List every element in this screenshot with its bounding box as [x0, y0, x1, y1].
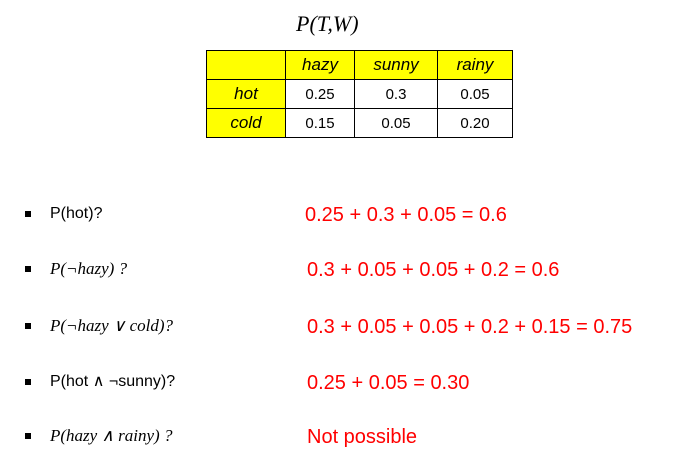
cell-hot-rainy: 0.05	[437, 79, 513, 109]
column-header-hazy: hazy	[285, 50, 355, 80]
answer-text: 0.3 + 0.05 + 0.05 + 0.2 + 0.15 = 0.75	[307, 316, 633, 338]
cell-cold-sunny: 0.05	[354, 108, 438, 138]
cell-hot-hazy: 0.25	[285, 79, 355, 109]
question-item: P(hazy ∧ rainy) ? Not possible	[0, 422, 695, 454]
answer-text: 0.25 + 0.3 + 0.05 = 0.6	[305, 204, 507, 226]
question-text: P(hazy ∧ rainy) ?	[50, 426, 173, 445]
bullet-icon	[25, 266, 31, 272]
answer-text: 0.3 + 0.05 + 0.05 + 0.2 = 0.6	[307, 259, 560, 281]
bullet-icon	[25, 433, 31, 439]
cell-cold-hazy: 0.15	[285, 108, 355, 138]
table-corner-cell	[206, 50, 286, 80]
row-header-hot: hot	[206, 79, 286, 109]
table-title: P(T,W)	[296, 11, 359, 36]
table-row-hot: hot 0.25 0.3 0.05	[206, 79, 513, 109]
row-header-cold: cold	[206, 108, 286, 138]
question-text: P(hot)?	[50, 205, 103, 222]
bullet-icon	[25, 323, 31, 329]
answer-text: Not possible	[307, 426, 418, 448]
answer-text: 0.25 + 0.05 = 0.30	[307, 372, 470, 394]
table-row-cold: cold 0.15 0.05 0.20	[206, 108, 513, 138]
column-header-sunny: sunny	[354, 50, 438, 80]
probability-table: hazy sunny rainy hot 0.25 0.3 0.05 cold …	[206, 50, 513, 138]
question-item: P(¬hazy ∨ cold)? 0.3 + 0.05 + 0.05 + 0.2…	[0, 312, 695, 344]
question-text: P(¬hazy ∨ cold)?	[50, 316, 174, 335]
table-header-row: hazy sunny rainy	[206, 50, 513, 80]
cell-cold-rainy: 0.20	[437, 108, 513, 138]
question-item: P(hot)? 0.25 + 0.3 + 0.05 = 0.6	[0, 200, 695, 232]
question-text: P(¬hazy) ?	[50, 259, 128, 278]
bullet-icon	[25, 211, 31, 217]
column-header-rainy: rainy	[437, 50, 513, 80]
question-item: P(¬hazy) ? 0.3 + 0.05 + 0.05 + 0.2 = 0.6	[0, 255, 695, 287]
question-item: P(hot ∧ ¬sunny)? 0.25 + 0.05 = 0.30	[0, 368, 695, 400]
question-text: P(hot ∧ ¬sunny)?	[50, 373, 176, 390]
cell-hot-sunny: 0.3	[354, 79, 438, 109]
bullet-icon	[25, 379, 31, 385]
